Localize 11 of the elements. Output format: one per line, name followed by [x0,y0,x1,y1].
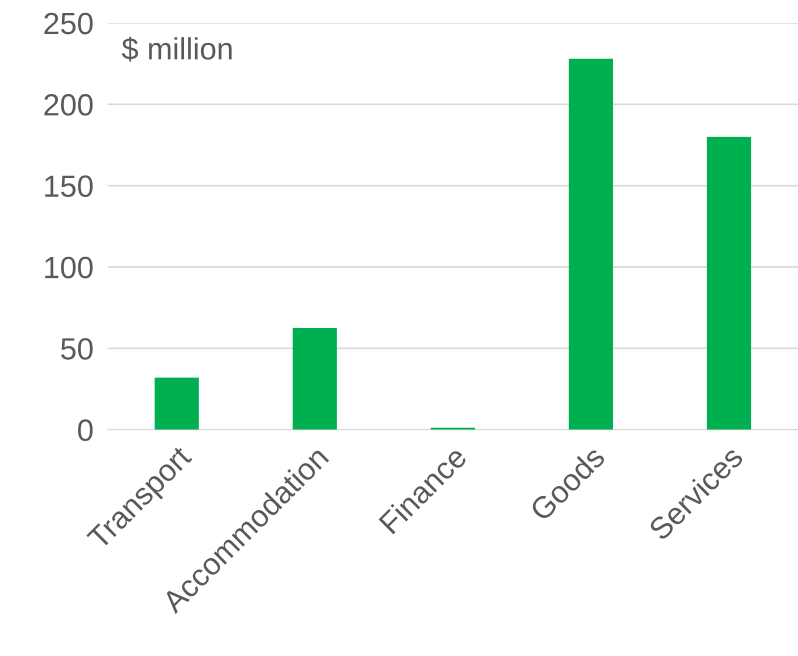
y-tick-label: 0 [78,419,93,442]
annotation: $ million [122,36,232,62]
bar [568,58,614,430]
y-tick-label: 150 [45,175,93,198]
y-tick-label: 50 [61,338,93,360]
y-tick-label: 200 [44,94,93,116]
bar [706,136,752,430]
bar [292,328,337,430]
bar [154,378,199,430]
y-tick-label: 250 [44,12,93,34]
y-tick-label: 100 [45,256,93,278]
